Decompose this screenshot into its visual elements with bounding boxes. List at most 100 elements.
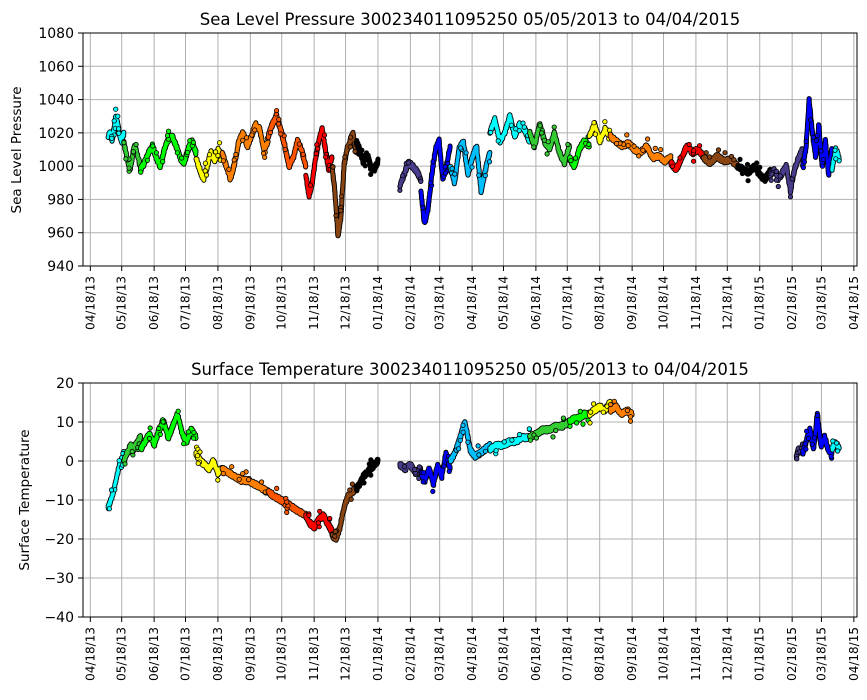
data-point bbox=[455, 446, 462, 452]
data-segment bbox=[303, 125, 335, 200]
data-point bbox=[476, 172, 482, 178]
data-point bbox=[493, 448, 499, 454]
data-segment bbox=[767, 146, 806, 200]
data-point bbox=[240, 137, 246, 143]
data-point bbox=[669, 163, 676, 169]
data-point bbox=[430, 159, 436, 165]
data-segment bbox=[447, 419, 493, 465]
data-point bbox=[400, 173, 406, 179]
data-point bbox=[106, 506, 113, 512]
data-point bbox=[249, 132, 255, 138]
data-point bbox=[195, 460, 201, 466]
data-point bbox=[307, 182, 314, 188]
data-segment bbox=[566, 134, 592, 171]
x-tick-label: 08/18/13 bbox=[211, 627, 225, 681]
data-point bbox=[126, 165, 132, 171]
data-segment bbox=[607, 398, 635, 424]
data-point bbox=[460, 429, 466, 435]
data-segment bbox=[219, 120, 271, 183]
data-point bbox=[138, 169, 144, 175]
x-tick-label: 04/18/15 bbox=[847, 627, 861, 681]
data-segment bbox=[447, 138, 493, 196]
data-point bbox=[508, 122, 514, 128]
data-segment bbox=[303, 508, 335, 535]
data-point bbox=[354, 487, 360, 494]
temperature-chart-title: Surface Temperature 300234011095250 05/0… bbox=[191, 360, 749, 379]
data-point bbox=[463, 150, 469, 156]
data-segment bbox=[487, 426, 533, 457]
data-segment bbox=[105, 106, 127, 146]
data-point bbox=[567, 423, 573, 429]
data-point bbox=[801, 159, 808, 165]
data-point bbox=[229, 464, 235, 470]
data-point bbox=[531, 144, 537, 150]
data-point bbox=[405, 160, 412, 166]
data-point bbox=[233, 151, 239, 158]
y-tick-label: 1080 bbox=[38, 26, 74, 42]
data-point bbox=[580, 421, 586, 427]
x-tick-label: 11/18/14 bbox=[689, 276, 703, 330]
data-point bbox=[745, 178, 751, 184]
y-tick-label: 1000 bbox=[38, 159, 74, 175]
data-point bbox=[282, 147, 288, 153]
x-tick-label: 12/18/13 bbox=[339, 627, 353, 681]
data-point bbox=[457, 437, 463, 443]
data-segment bbox=[397, 158, 424, 193]
data-point bbox=[537, 123, 543, 129]
data-point bbox=[486, 159, 493, 165]
data-point bbox=[202, 160, 208, 166]
x-tick-label: 07/18/13 bbox=[179, 627, 193, 681]
x-tick-label: 06/18/13 bbox=[147, 276, 161, 330]
data-point bbox=[362, 163, 368, 169]
y-tick-label: −10 bbox=[44, 493, 74, 509]
pressure-y-ticks: 940 960 980 1000 1020 1040 1060 1080 bbox=[38, 26, 83, 275]
x-tick-label: 06/18/14 bbox=[529, 276, 543, 330]
data-point bbox=[191, 435, 197, 441]
data-segment bbox=[418, 136, 453, 225]
data-segment bbox=[800, 96, 835, 178]
x-tick-label: 02/18/14 bbox=[403, 276, 417, 330]
data-point bbox=[330, 164, 336, 170]
x-tick-label: 03/18/14 bbox=[433, 276, 447, 330]
data-point bbox=[739, 170, 746, 177]
data-point bbox=[262, 154, 268, 160]
data-point bbox=[195, 453, 201, 459]
data-point bbox=[516, 431, 523, 438]
data-point bbox=[722, 150, 728, 156]
data-point bbox=[611, 398, 617, 404]
temperature-y-ticks: −40 −30 −20 −10 0 10 20 bbox=[44, 376, 83, 626]
temperature-y-axis-label: Surface Temperature bbox=[17, 429, 33, 570]
data-point bbox=[442, 170, 449, 176]
data-point bbox=[586, 141, 592, 147]
data-point bbox=[476, 452, 482, 458]
x-tick-label: 10/18/13 bbox=[275, 276, 289, 330]
x-tick-label: 05/18/14 bbox=[496, 627, 510, 681]
data-point bbox=[111, 118, 117, 124]
data-point bbox=[401, 463, 408, 470]
data-segment bbox=[566, 408, 592, 429]
data-point bbox=[551, 124, 557, 130]
x-tick-label: 11/18/13 bbox=[307, 627, 321, 681]
data-point bbox=[572, 155, 579, 161]
data-point bbox=[442, 164, 448, 170]
series-line bbox=[138, 411, 198, 452]
pressure-data-series bbox=[105, 96, 842, 239]
data-segment bbox=[121, 433, 143, 467]
data-point bbox=[737, 156, 743, 162]
data-point bbox=[166, 128, 172, 134]
data-point bbox=[691, 148, 697, 154]
data-point bbox=[644, 136, 651, 142]
data-segment bbox=[397, 461, 424, 481]
data-segment bbox=[668, 141, 706, 173]
x-tick-label: 06/18/13 bbox=[147, 627, 161, 681]
series-line bbox=[220, 465, 270, 495]
data-point bbox=[814, 133, 821, 139]
data-point bbox=[190, 139, 196, 145]
x-tick-label: 04/18/15 bbox=[847, 276, 861, 330]
data-point bbox=[690, 158, 697, 164]
data-point bbox=[156, 425, 162, 432]
data-point bbox=[150, 143, 156, 149]
y-tick-label: 940 bbox=[47, 259, 74, 275]
data-point bbox=[830, 438, 836, 444]
data-point bbox=[509, 437, 515, 443]
